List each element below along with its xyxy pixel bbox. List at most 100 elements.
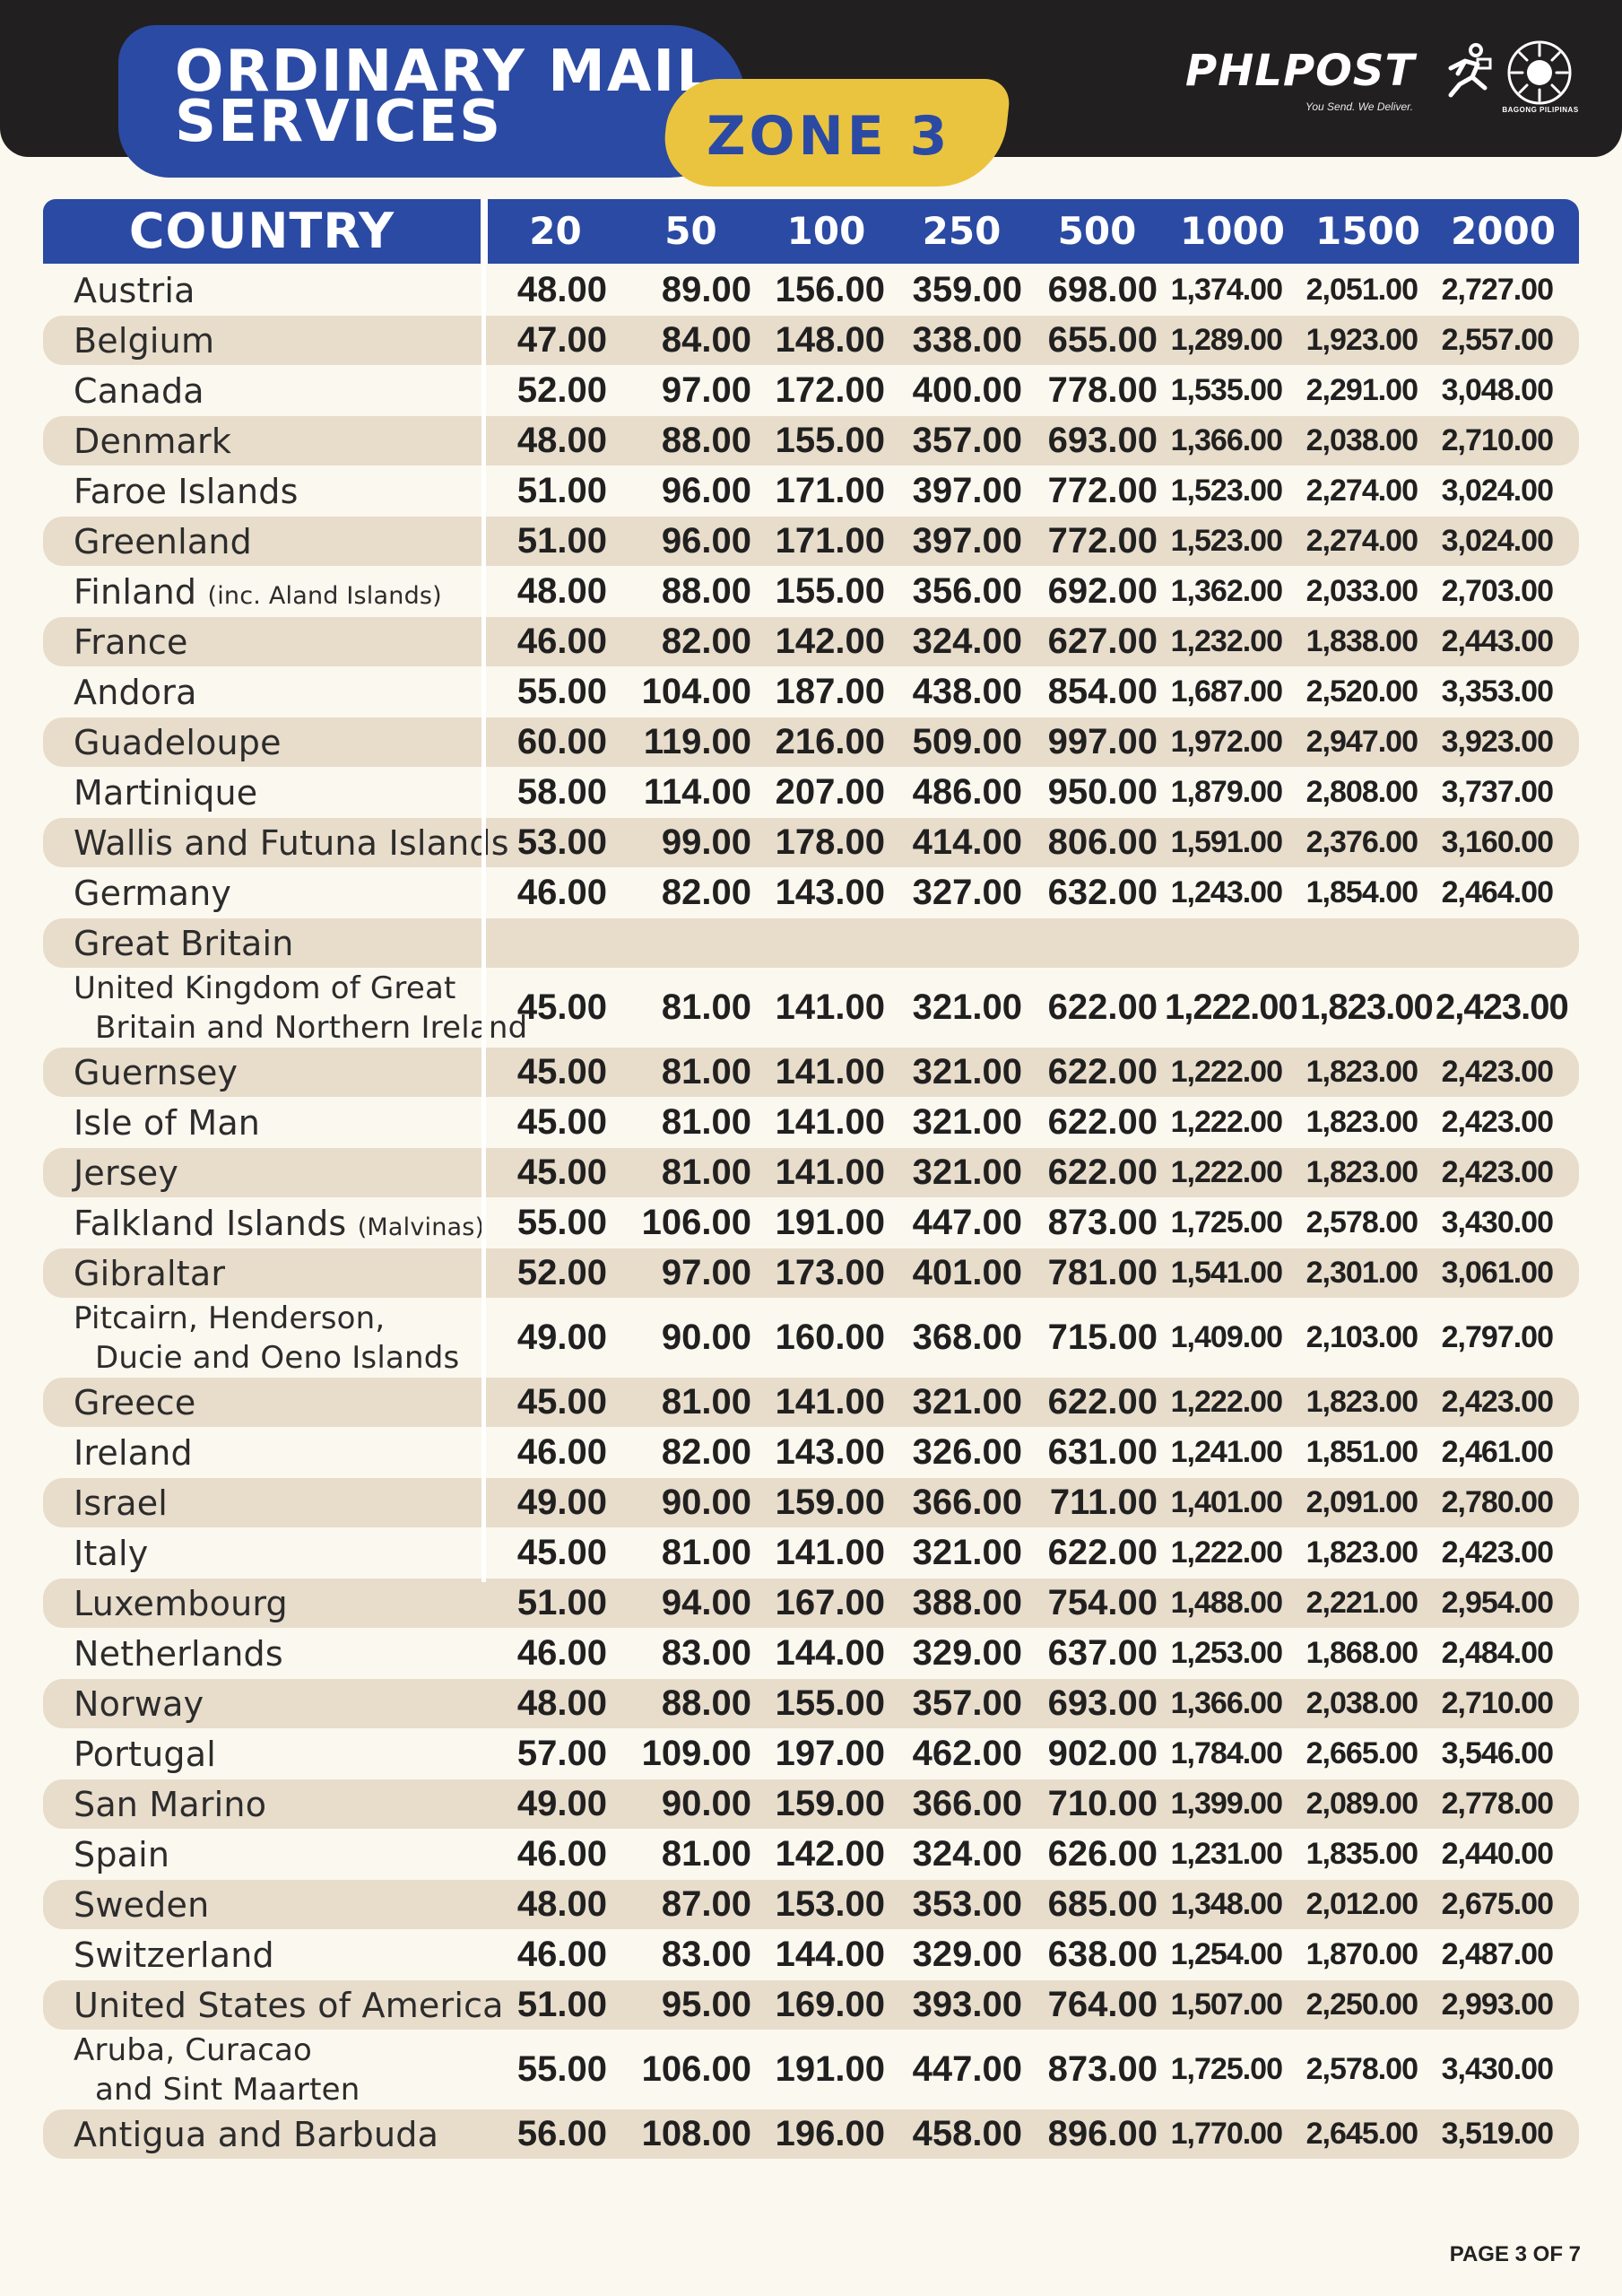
country-name-text: Great Britain [74,923,294,963]
country-name-line-1: France [74,622,488,662]
country-name-text: Pitcairn, Henderson, [74,1300,386,1336]
rate-cell: 46.00 [516,1633,607,1673]
rate-cell: 58.00 [516,772,607,812]
country-name: Finland (inc. Aland Islands) [43,572,488,612]
rate-cell: 167.00 [775,1583,885,1622]
table-row: United Kingdom of Great Britain and North… [43,969,1579,1047]
rate-cell: 2,778.00 [1441,1787,1554,1821]
rate-cell: 1,823.00 [1305,1535,1418,1570]
rate-cell: 1,535.00 [1170,373,1283,407]
country-name: Netherlands [43,1634,488,1674]
weight-header-50: 50 [664,209,717,253]
rate-cell: 48.00 [516,571,607,611]
weight-header-1500: 1500 [1315,209,1420,253]
rate-cell: 324.00 [912,1834,1022,1874]
rate-cell: 171.00 [775,471,885,510]
rate-cell: 693.00 [1047,1683,1158,1723]
rate-cell: 414.00 [912,822,1022,862]
rate-cell: 2,954.00 [1441,1586,1554,1620]
table-row: Israel 49.00 90.00 159.00 366.00 711.00 1,401.… [43,1478,1579,1527]
table-row: Finland (inc. Aland Islands) 48.00 88.00 15… [43,567,1579,616]
rate-cell: 1,409.00 [1170,1320,1283,1354]
country-name-line-1: Portugal [74,1735,488,1774]
rate-cell: 82.00 [661,1432,751,1472]
rate-cell: 3,430.00 [1441,1205,1554,1239]
rate-cell: 902.00 [1047,1734,1158,1773]
rate-cell: 46.00 [516,622,607,661]
country-name-text: Switzerland [74,1935,274,1975]
country-name-line-1: Wallis and Futuna Islands [74,823,509,863]
rate-cell: 1,231.00 [1170,1837,1283,1871]
rate-cell: 48.00 [516,1884,607,1924]
country-name-line-1: Greenland [74,522,488,561]
rate-cell: 2,780.00 [1441,1485,1554,1519]
country-name: Luxembourg [43,1584,488,1623]
rate-cell: 366.00 [912,1784,1022,1823]
rate-cell: 45.00 [516,1382,607,1422]
country-name-line-1: Pitcairn, Henderson, [74,1299,488,1338]
rate-cell: 45.00 [516,987,607,1027]
rate-cell: 1,687.00 [1170,674,1283,709]
rate-cell: 1,823.00 [1305,1055,1418,1089]
country-name: Denmark [43,422,488,461]
country-name-line-2: Britain and Northern Ireland [95,1009,528,1046]
rate-cell: 2,443.00 [1441,624,1554,658]
rate-cell: 2,520.00 [1305,674,1418,709]
rate-cell: 2,423.00 [1441,1105,1554,1139]
rate-cell: 81.00 [661,987,751,1027]
table-row: Norway 48.00 88.00 155.00 357.00 693.00 1,366.… [43,1679,1579,1728]
country-name: Faroe Islands [43,472,488,511]
country-name-line-1: Martinique [74,773,488,813]
rate-cell: 172.00 [775,370,885,410]
rate-cell: 141.00 [775,1102,885,1142]
table-row: Guernsey 45.00 81.00 141.00 321.00 622.00 1,22… [43,1048,1579,1097]
rate-cell: 191.00 [775,2049,885,2089]
country-name-text: Ireland [74,1432,193,1473]
rate-cell: 637.00 [1047,1633,1158,1673]
rate-cell: 2,051.00 [1305,273,1418,307]
country-name-text: Norway [74,1683,204,1724]
rate-cell: 438.00 [912,672,1022,711]
rate-cell: 90.00 [661,1784,751,1823]
rate-cell: 49.00 [516,1483,607,1522]
country-name: Switzerland [43,1935,488,1975]
rate-cell: 47.00 [516,320,607,360]
rate-cell: 622.00 [1047,1102,1158,1142]
rate-cell: 155.00 [775,1683,885,1723]
rate-cell: 55.00 [516,672,607,711]
rate-cell: 52.00 [516,1253,607,1292]
country-name-line-1: Israel [74,1483,488,1523]
rate-cell: 997.00 [1047,722,1158,761]
rate-cell: 83.00 [661,1935,751,1974]
rate-cell: 142.00 [775,1834,885,1874]
rate-cell: 2,091.00 [1305,1485,1418,1519]
country-name-text: Belgium [74,320,215,361]
rate-cell: 2,274.00 [1305,474,1418,508]
rate-cell: 169.00 [775,1985,885,2024]
rate-cell: 772.00 [1047,521,1158,561]
rate-cell: 53.00 [516,822,607,862]
country-name-line-1: Denmark [74,422,488,461]
rate-cell: 638.00 [1047,1935,1158,1974]
table-row: Spain 46.00 81.00 142.00 324.00 626.00 1,231.0… [43,1830,1579,1879]
rate-cell: 2,947.00 [1305,725,1418,759]
rate-cell: 95.00 [661,1985,751,2024]
rate-cell: 3,353.00 [1441,674,1554,709]
country-name-text: Guernsey [74,1052,239,1092]
page-title: ORDINARY MAIL SERVICES [175,43,715,151]
rate-cell: 622.00 [1047,1533,1158,1572]
country-name-text: France [74,622,188,662]
country-name-line-1: Germany [74,874,488,913]
rate-cell: 3,024.00 [1441,474,1554,508]
rate-cell: 144.00 [775,1633,885,1673]
rate-cell: 692.00 [1047,571,1158,611]
rate-cell: 1,289.00 [1170,323,1283,357]
table-row: Italy 45.00 81.00 141.00 321.00 622.00 1,222.0… [43,1528,1579,1578]
country-name-line-1: Guernsey [74,1053,488,1092]
country-name-line-1: Great Britain [74,924,488,963]
rate-cell: 622.00 [1047,1382,1158,1422]
rate-cell: 51.00 [516,1583,607,1622]
country-note: (inc. Aland Islands) [207,581,442,610]
rate-cell: 1,254.00 [1170,1937,1283,1971]
rate-cell: 1,241.00 [1170,1435,1283,1469]
